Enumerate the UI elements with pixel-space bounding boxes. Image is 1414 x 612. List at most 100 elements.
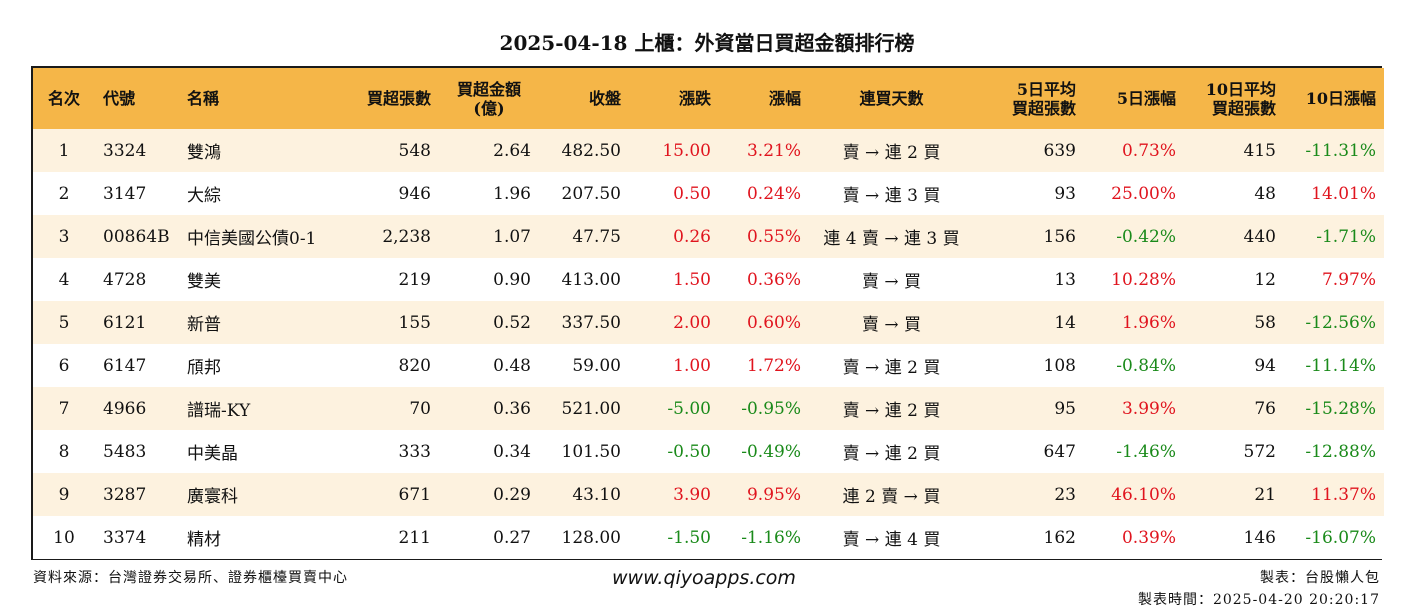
col-pct10: 10日漲幅 [1305, 89, 1376, 108]
cell-code: 5483 [103, 441, 147, 462]
cell-avg5: 639 [1043, 140, 1076, 161]
cell-close: 521.00 [561, 398, 621, 419]
col-avg5-line2: 買超張數 [1011, 98, 1076, 118]
cell-buy-amount: 1.07 [493, 226, 531, 247]
cell-avg5: 23 [1054, 484, 1076, 505]
cell-pct10: 11.37% [1311, 484, 1376, 505]
cell-streak: 連 4 賣 → 連 3 買 [823, 229, 960, 249]
cell-name: 頎邦 [187, 358, 221, 378]
cell-streak: 賣 → 連 2 買 [842, 444, 941, 464]
cell-streak: 賣 → 連 2 買 [842, 401, 941, 421]
cell-pct: 0.60% [746, 312, 801, 333]
cell-buy-shares: 548 [398, 140, 431, 161]
cell-buy-shares: 820 [398, 355, 431, 376]
cell-rank: 2 [58, 183, 70, 204]
cell-buy-amount: 2.64 [493, 140, 531, 161]
cell-avg5: 14 [1054, 312, 1076, 333]
table-row: 9 3287 廣寰科 671 0.29 43.10 3.90 9.95% 連 2 賣 → 買 23… [33, 473, 1384, 516]
cell-buy-shares: 333 [398, 441, 431, 462]
cell-close: 128.00 [561, 527, 621, 548]
cell-pct10: -12.56% [1305, 312, 1376, 333]
table-row: 6 6147 頎邦 820 0.48 59.00 1.00 1.72% 賣 → 連 2 買 108… [33, 344, 1384, 387]
cell-pct5: 46.10% [1111, 484, 1176, 505]
cell-buy-amount: 1.96 [493, 183, 531, 204]
cell-code: 4966 [103, 398, 147, 419]
cell-pct5: -0.84% [1116, 355, 1176, 376]
cell-pct5: 25.00% [1111, 183, 1176, 204]
cell-pct5: 1.96% [1121, 312, 1176, 333]
cell-pct5: 3.99% [1121, 398, 1176, 419]
cell-close: 43.10 [572, 484, 621, 505]
cell-streak: 連 2 賣 → 買 [842, 487, 941, 507]
cell-avg10: 48 [1254, 183, 1276, 204]
cell-buy-amount: 0.34 [493, 441, 531, 462]
table-header: 名次 代號 名稱 買超張數 買超金額 (億) 收盤 漲跌 漲幅 連買天數 5日平… [33, 68, 1384, 129]
cell-change: 3.90 [673, 484, 711, 505]
table-row: 10 3374 精材 211 0.27 128.00 -1.50 -1.16% 賣 → 連 4 … [33, 516, 1384, 559]
cell-buy-shares: 219 [398, 269, 431, 290]
cell-buy-amount: 0.36 [493, 398, 531, 419]
cell-avg5: 162 [1043, 527, 1076, 548]
cell-change: 0.26 [673, 226, 711, 247]
cell-pct: -0.95% [741, 398, 801, 419]
col-buy-amount: 買超金額 (億) [439, 68, 539, 129]
cell-change: 0.50 [673, 183, 711, 204]
cell-pct10: 14.01% [1311, 183, 1376, 204]
col-code: 代號 [103, 89, 136, 108]
cell-buy-shares: 671 [398, 484, 431, 505]
cell-pct10: -1.71% [1316, 226, 1376, 247]
cell-avg10: 146 [1243, 527, 1276, 548]
cell-name: 中美晶 [187, 444, 238, 464]
cell-pct5: 0.39% [1121, 527, 1176, 548]
cell-pct5: 10.28% [1111, 269, 1176, 290]
cell-pct: 0.36% [746, 269, 801, 290]
cell-buy-amount: 0.90 [493, 269, 531, 290]
table-row: 8 5483 中美晶 333 0.34 101.50 -0.50 -0.49% 賣 → 連 2 … [33, 430, 1384, 473]
table-row: 1 3324 雙鴻 548 2.64 482.50 15.00 3.21% 賣 → 連 2 買 6… [33, 129, 1384, 172]
cell-buy-amount: 0.27 [493, 527, 531, 548]
cell-avg10: 76 [1254, 398, 1276, 419]
cell-rank: 8 [58, 441, 70, 462]
cell-change: -5.00 [667, 398, 711, 419]
table-row: 7 4966 譜瑞-KY 70 0.36 521.00 -5.00 -0.95% 賣 → 連 2… [33, 387, 1384, 430]
cell-close: 337.50 [561, 312, 621, 333]
cell-pct: -0.49% [741, 441, 801, 462]
cell-pct10: -16.07% [1305, 527, 1376, 548]
cell-code: 00864B [103, 226, 170, 247]
page-title: 2025-04-18 上櫃：外資當日買超金額排行榜 [499, 31, 915, 55]
col-pct: 漲幅 [768, 89, 801, 108]
cell-avg10: 415 [1243, 140, 1276, 161]
cell-avg10: 440 [1243, 226, 1276, 247]
cell-change: -1.50 [667, 527, 711, 548]
cell-name: 新普 [187, 315, 221, 335]
cell-code: 6121 [103, 312, 147, 333]
cell-pct10: -12.88% [1305, 441, 1376, 462]
cell-buy-shares: 155 [398, 312, 431, 333]
cell-pct10: -15.28% [1305, 398, 1376, 419]
cell-rank: 7 [58, 398, 70, 419]
cell-name: 中信美國公債0-1 [187, 229, 317, 249]
cell-avg10: 94 [1254, 355, 1276, 376]
cell-close: 59.00 [572, 355, 621, 376]
website-link[interactable]: www.qiyoapps.com [612, 567, 796, 589]
cell-name: 雙鴻 [187, 143, 221, 163]
cell-change: 1.00 [673, 355, 711, 376]
cell-buy-amount: 0.48 [493, 355, 531, 376]
cell-avg10: 21 [1254, 484, 1276, 505]
cell-pct: 0.24% [746, 183, 801, 204]
cell-pct5: -0.42% [1116, 226, 1176, 247]
cell-streak: 賣 → 買 [861, 315, 922, 335]
cell-pct: 1.72% [746, 355, 801, 376]
cell-name: 大綜 [187, 186, 221, 206]
cell-name: 譜瑞-KY [187, 401, 251, 421]
made-time: 製表時間：2025-04-20 20:20:17 [1137, 592, 1380, 608]
col-buy-shares: 買超張數 [366, 89, 431, 108]
col-rank: 名次 [47, 89, 80, 108]
cell-streak: 賣 → 連 2 買 [842, 143, 941, 163]
cell-code: 4728 [103, 269, 147, 290]
cell-avg5: 108 [1043, 355, 1076, 376]
cell-pct5: 0.73% [1121, 140, 1176, 161]
maker: 製表：台股懶人包 [1260, 570, 1380, 586]
cell-code: 3374 [103, 527, 147, 548]
